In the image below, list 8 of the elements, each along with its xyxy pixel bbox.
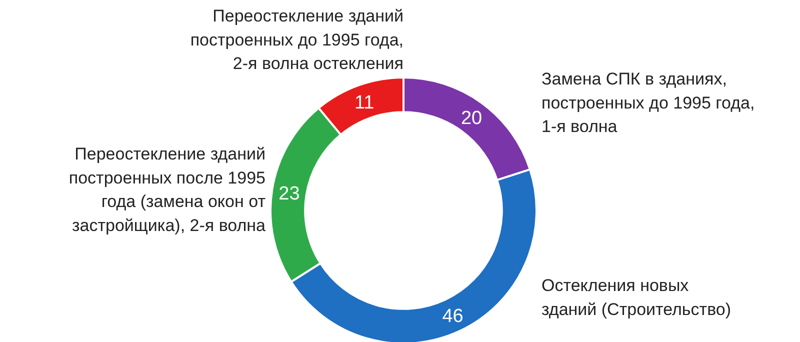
slice-label: Переостекление зданий построенных после 1995 года (замена окон от застройщика), 2-я волна — [68, 144, 266, 235]
slice-label: Остекления новых зданий (Строительство) — [542, 276, 732, 319]
data-label: 11 — [354, 92, 374, 114]
data-label: 23 — [278, 183, 300, 204]
slice-label: Замена СПК в зданиях, построенных до 1995 года, 1-я волна — [542, 70, 755, 136]
data-label: 20 — [460, 108, 482, 129]
data-label: 46 — [442, 306, 464, 328]
slice-label: Переостекление зданий построенных до 1995 года, 2-я волна остекления — [190, 6, 404, 73]
